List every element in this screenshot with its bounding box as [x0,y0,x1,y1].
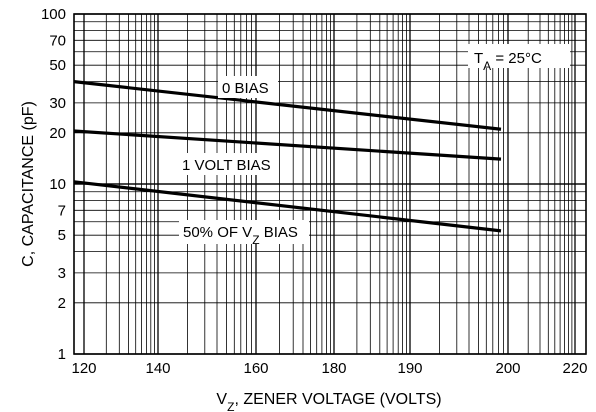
series-labels: 0 BIAS 1 VOLT BIAS 50% OF VZ BIAS [178,76,309,247]
series-line-zero-bias [73,80,502,131]
y-tick-label: 5 [58,227,66,244]
y-tick-label: 20 [49,125,66,142]
y-axis-title: C, CAPACITANCE (pF) [20,101,37,267]
series-label-background [178,153,276,175]
series-label-zero-bias: 0 BIAS [222,80,269,97]
x-axis-title: VZ, ZENER VOLTAGE (VOLTS) [216,391,441,412]
series-label-main: 0 BIAS [222,80,269,97]
x-tick-label: 180 [321,360,346,377]
series-line-fifty-percent-vz-bias [73,180,502,233]
series-label-rest: BIAS [260,224,298,241]
x-tick-label: 160 [243,360,268,377]
series-line-one-volt-bias [73,129,502,161]
y-tick-label: 100 [41,6,66,23]
series-label-background [179,220,309,244]
x-tick-label: 190 [397,360,422,377]
y-tick-label: 30 [49,95,66,112]
x-tick-label: 200 [495,360,520,377]
x-tick-label: 220 [562,360,587,377]
plot-frame [73,13,587,355]
y-tick-label: 1 [58,346,66,363]
y-tick-label: 7 [58,202,66,219]
series-label-fifty-percent-vz-bias: 50% OF VZ BIAS [183,224,298,247]
series-label-main: 50% OF V [183,224,252,241]
x-axis-title-main: V [216,391,227,408]
x-axis-title-rest: , ZENER VOLTAGE (VOLTS) [234,391,441,408]
temperature-annotation-background [468,44,570,68]
y-tick-label: 10 [49,176,66,193]
temperature-annotation-subscript: A [483,59,491,73]
y-tick-label: 3 [58,265,66,282]
x-tick-label: 120 [71,360,96,377]
grid [74,13,586,355]
x-tick-label: 140 [145,360,170,377]
y-tick-label: 2 [58,295,66,312]
y-tick-labels: 100 70 50 30 20 10 7 5 3 2 1 [41,6,66,363]
series-lines [73,80,502,233]
series-label-main: 1 VOLT BIAS [182,157,271,174]
temperature-annotation-main: T [474,50,483,67]
y-tick-label: 50 [49,57,66,74]
x-tick-labels: 120 140 160 180 190 200 220 [71,360,587,377]
temperature-annotation: TA = 25°C [474,50,542,73]
temperature-annotation-rest: = 25°C [491,50,542,67]
series-label-subscript: Z [252,233,259,247]
y-tick-label: 70 [49,32,66,49]
series-label-one-volt-bias: 1 VOLT BIAS [182,157,271,174]
series-label-background [218,76,278,98]
x-axis-title-subscript: Z [227,400,234,412]
